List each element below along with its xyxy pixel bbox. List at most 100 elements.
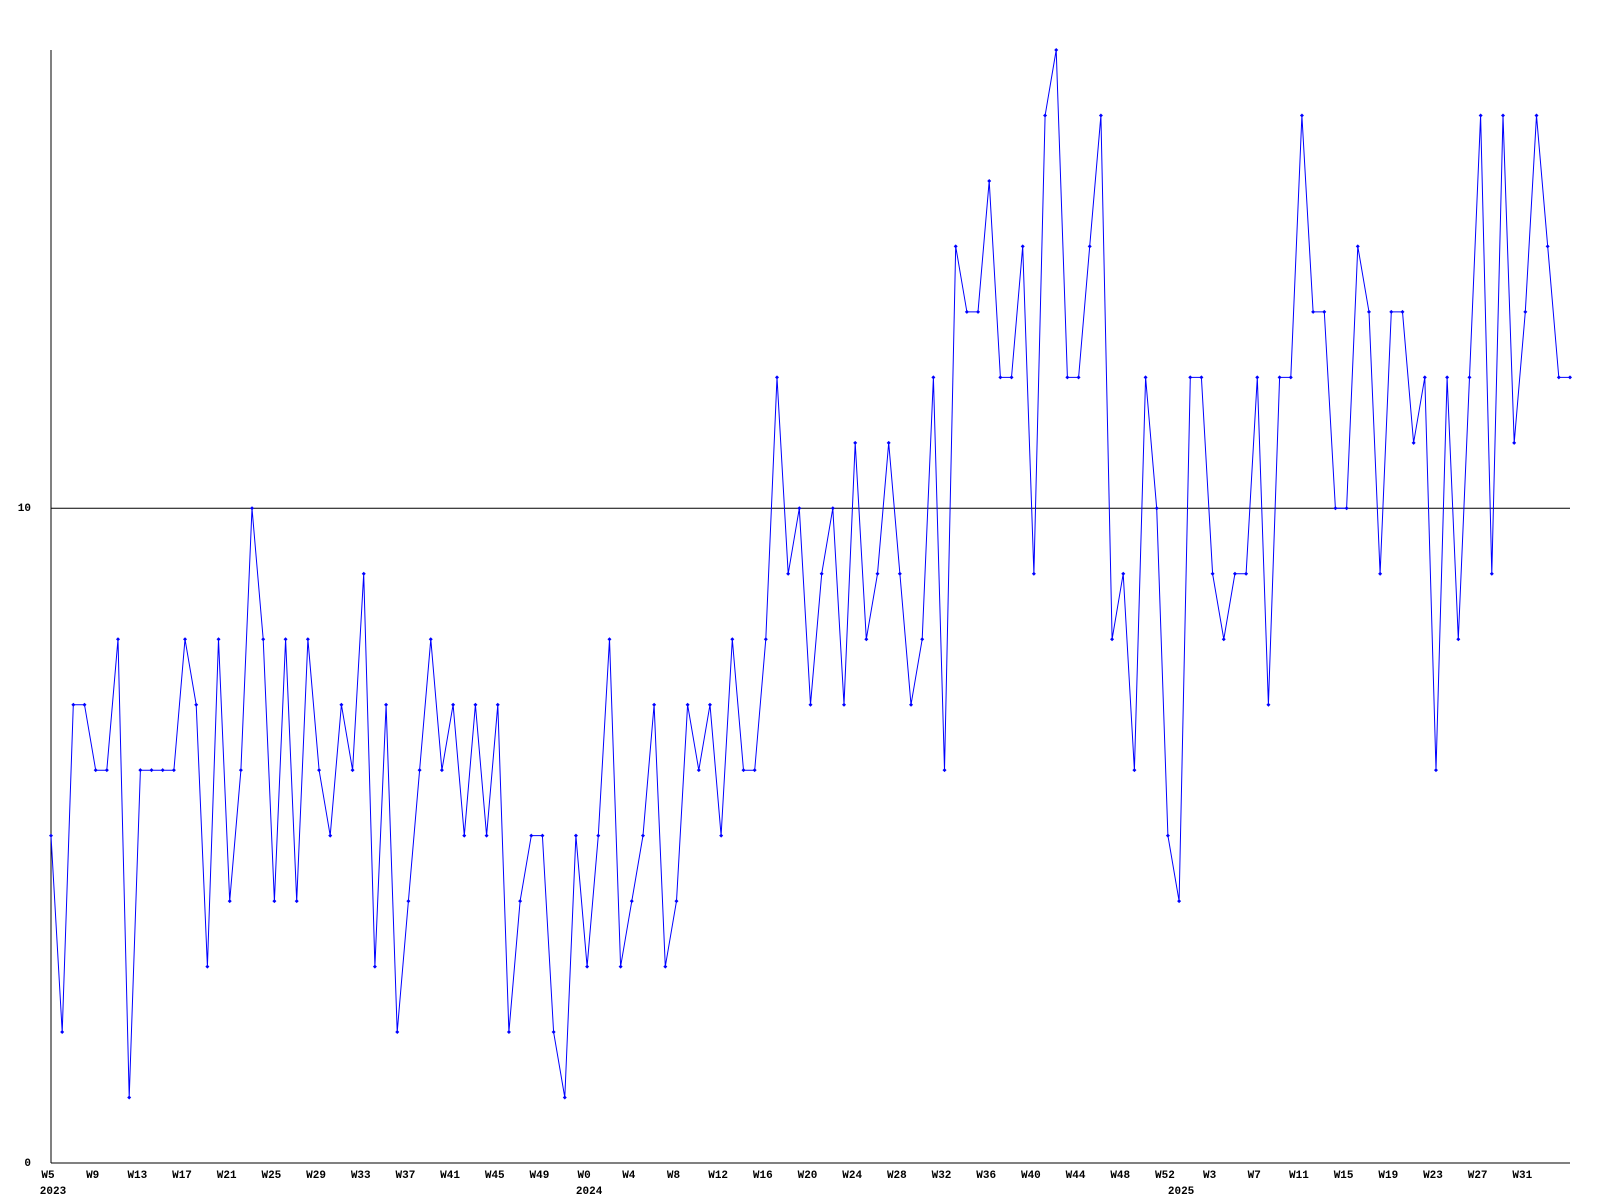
x-tick-label: W21 xyxy=(217,1170,237,1182)
x-tick-label: W17 xyxy=(172,1170,192,1182)
data-point xyxy=(506,1030,511,1035)
data-point xyxy=(1311,309,1316,314)
x-year-label: 2023 xyxy=(40,1186,67,1198)
x-tick-label: W0 xyxy=(578,1170,591,1182)
x-tick-label: W31 xyxy=(1512,1170,1532,1182)
data-point xyxy=(294,899,299,904)
data-point xyxy=(942,768,947,773)
x-tick-label: W52 xyxy=(1155,1170,1175,1182)
data-point xyxy=(473,702,478,707)
data-point xyxy=(1188,375,1193,380)
data-point xyxy=(808,702,813,707)
data-point xyxy=(774,375,779,380)
data-point xyxy=(1333,506,1338,511)
x-tick-label: W20 xyxy=(798,1170,818,1182)
data-point xyxy=(71,702,76,707)
data-point xyxy=(1154,506,1159,511)
y-tick-label: 10 xyxy=(18,503,31,515)
x-tick-label: W4 xyxy=(622,1170,636,1182)
data-point xyxy=(384,702,389,707)
data-point xyxy=(1568,375,1572,380)
data-point xyxy=(428,637,433,642)
x-tick-label: W11 xyxy=(1289,1170,1309,1182)
data-point xyxy=(1210,571,1215,576)
data-point xyxy=(1322,309,1327,314)
data-point xyxy=(1043,113,1048,118)
data-point xyxy=(1288,375,1293,380)
data-point xyxy=(1076,375,1081,380)
x-tick-label: W49 xyxy=(530,1170,550,1182)
data-point xyxy=(183,637,188,642)
data-point xyxy=(629,899,634,904)
data-point xyxy=(1489,571,1494,576)
data-point xyxy=(1433,768,1438,773)
data-point xyxy=(976,309,981,314)
data-point xyxy=(317,768,322,773)
data-point xyxy=(1165,833,1170,838)
data-point xyxy=(953,244,958,249)
data-point xyxy=(1132,768,1137,773)
data-point xyxy=(1266,702,1271,707)
data-point xyxy=(998,375,1003,380)
x-year-label: 2025 xyxy=(1168,1186,1195,1198)
data-point xyxy=(640,833,645,838)
x-tick-label: W36 xyxy=(976,1170,996,1182)
x-tick-label: W24 xyxy=(842,1170,862,1182)
data-point xyxy=(194,702,199,707)
data-point xyxy=(618,964,623,969)
data-point xyxy=(707,702,712,707)
x-tick-label: W25 xyxy=(261,1170,281,1182)
data-point xyxy=(897,571,902,576)
data-point xyxy=(127,1095,132,1100)
data-point xyxy=(406,899,411,904)
data-point xyxy=(1556,375,1561,380)
data-point xyxy=(1378,571,1383,576)
x-tick-label: W41 xyxy=(440,1170,460,1182)
x-tick-label: W32 xyxy=(932,1170,952,1182)
data-point xyxy=(964,309,969,314)
data-point xyxy=(663,964,668,969)
data-point xyxy=(82,702,87,707)
data-point xyxy=(1355,244,1360,249)
data-point xyxy=(931,375,936,380)
x-tick-label: W45 xyxy=(485,1170,505,1182)
data-point xyxy=(920,637,925,642)
data-point xyxy=(1299,113,1304,118)
x-tick-label: W29 xyxy=(306,1170,326,1182)
data-point xyxy=(1478,113,1483,118)
data-point xyxy=(261,637,266,642)
x-tick-label: W48 xyxy=(1110,1170,1130,1182)
data-point xyxy=(1400,309,1405,314)
data-point xyxy=(830,506,835,511)
x-year-label: 2024 xyxy=(576,1186,603,1198)
x-tick-label: W9 xyxy=(86,1170,99,1182)
x-tick-label: W40 xyxy=(1021,1170,1041,1182)
data-point xyxy=(1110,637,1115,642)
data-point xyxy=(49,833,53,838)
data-point xyxy=(797,506,802,511)
data-point xyxy=(1232,571,1237,576)
data-point xyxy=(60,1030,65,1035)
data-point xyxy=(1512,440,1517,445)
data-point xyxy=(484,833,489,838)
x-tick-label: W13 xyxy=(127,1170,147,1182)
data-point xyxy=(1065,375,1070,380)
x-tick-label: W16 xyxy=(753,1170,773,1182)
data-point xyxy=(462,833,467,838)
x-tick-label: W5 xyxy=(41,1170,55,1182)
data-point xyxy=(283,637,288,642)
data-point xyxy=(853,440,858,445)
data-point xyxy=(439,768,444,773)
data-point xyxy=(730,637,735,642)
data-point xyxy=(305,637,310,642)
data-point xyxy=(216,637,221,642)
data-point xyxy=(1221,637,1226,642)
data-point xyxy=(864,637,869,642)
data-point xyxy=(1244,571,1249,576)
data-point xyxy=(719,833,724,838)
data-point xyxy=(104,768,109,773)
data-point xyxy=(350,768,355,773)
data-point xyxy=(1523,309,1528,314)
data-point xyxy=(171,768,176,773)
data-point xyxy=(93,768,98,773)
